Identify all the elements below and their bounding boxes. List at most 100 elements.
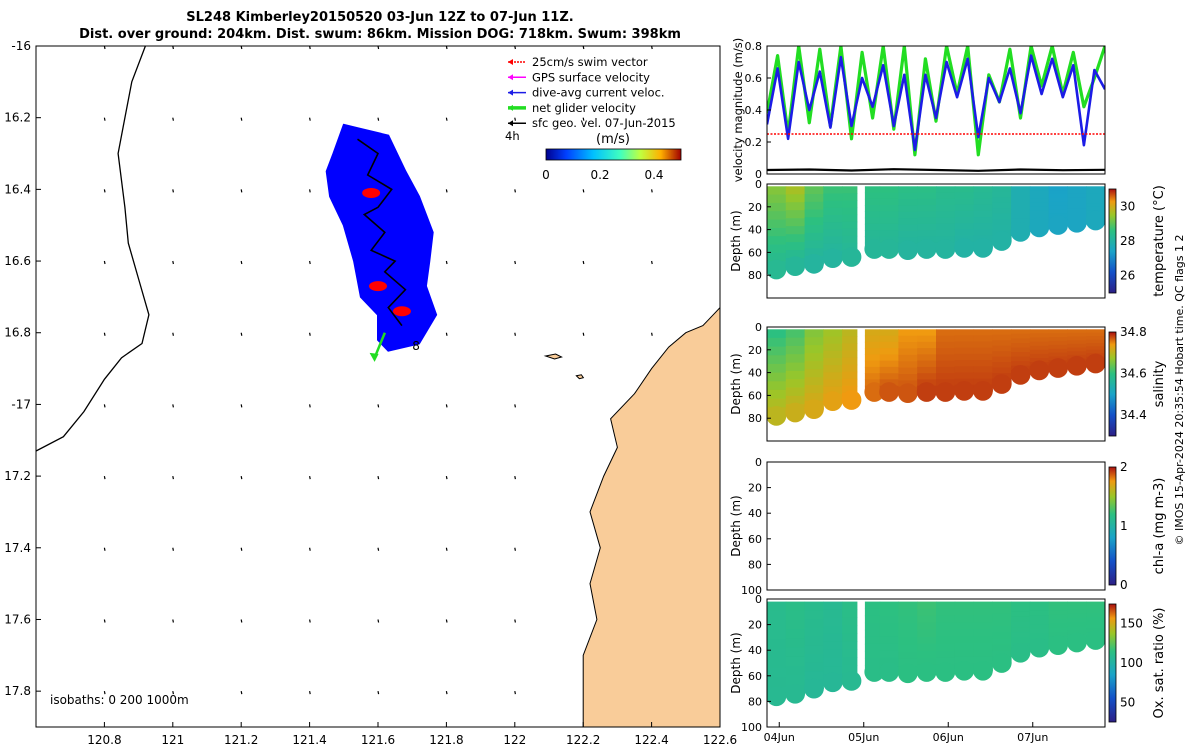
net-velocity-arrowhead <box>369 352 379 362</box>
section-cell <box>785 387 806 397</box>
section-colorbar-tick-label: 50 <box>1120 695 1135 709</box>
section-colorbar <box>1108 331 1117 437</box>
section-cell <box>804 345 824 354</box>
section-cell <box>1086 336 1106 341</box>
section-cell <box>1011 627 1031 633</box>
section-cell <box>917 629 937 638</box>
section-cell <box>767 658 787 669</box>
section-panel-temperature: 0 20 40 60 80 Depth (m) 26 28 30 temperature (°C) <box>729 178 1167 299</box>
section-cell <box>842 371 858 380</box>
section-cell <box>804 361 824 370</box>
map-ytick-label: 16.6 <box>4 254 31 268</box>
section-cell <box>973 636 993 644</box>
section-cell <box>1067 347 1087 352</box>
section-cell <box>804 337 824 346</box>
section-cell <box>1029 215 1050 220</box>
section-cell-edge <box>935 662 956 682</box>
section-cell <box>842 343 858 352</box>
section-panel-salinity: 0 20 40 60 80 Depth (m) 34.4 34.6 34.8 salinity <box>729 321 1167 442</box>
hotspot <box>362 187 381 198</box>
section-cell <box>973 198 993 206</box>
section-ytick-label: 60 <box>748 533 762 546</box>
section-cell <box>842 228 858 237</box>
isobaths-label: isobaths: 0 200 1000m <box>50 693 189 707</box>
legend-arrowhead-dive_avg <box>508 89 513 96</box>
section-cell <box>864 373 881 381</box>
geo-vector <box>172 404 174 408</box>
section-cell <box>804 225 824 234</box>
section-cell <box>804 329 824 338</box>
legend-arrowhead-net <box>508 104 513 111</box>
section-cell <box>1029 337 1050 343</box>
section-cell <box>898 186 918 194</box>
section-cell <box>879 650 899 659</box>
section-cell <box>917 622 937 631</box>
section-cell <box>1067 204 1087 209</box>
section-cell <box>973 329 993 337</box>
section-cell <box>767 346 787 356</box>
geo-vector <box>582 117 585 121</box>
geo-vector <box>514 260 516 265</box>
section-cell-edge <box>1029 360 1050 381</box>
section-cell <box>954 643 975 651</box>
section-cell <box>1067 189 1087 195</box>
section-cell <box>785 362 806 372</box>
section-cell <box>1011 333 1031 339</box>
geo-vector <box>514 117 516 121</box>
section-cell-edge <box>935 239 956 259</box>
section-cell <box>936 650 956 659</box>
section-cell <box>954 360 975 367</box>
geo-vector <box>651 332 653 336</box>
section-cell <box>936 198 956 206</box>
section-colorbar-label: Ox. sat. ratio (%) <box>1152 608 1167 719</box>
section-cell <box>1029 333 1050 339</box>
section-cell <box>842 601 858 611</box>
section-cell <box>823 658 843 667</box>
section-cell <box>954 601 975 610</box>
section-cell <box>864 360 881 368</box>
geo-vector <box>445 691 448 695</box>
geo-vector <box>445 117 448 121</box>
section-cell <box>1011 352 1031 358</box>
section-cell <box>1048 340 1068 346</box>
section-cell <box>1048 605 1068 611</box>
section-ytick-label: 20 <box>748 619 762 632</box>
section-cell <box>954 347 975 355</box>
section-ytick-label: 0 <box>755 321 762 334</box>
section-cell <box>864 615 881 624</box>
section-colorbar-tick-label: 28 <box>1120 234 1135 248</box>
section-cell-edge <box>1029 217 1050 238</box>
section-cell <box>898 199 918 206</box>
section-cell <box>936 643 956 652</box>
section-cell <box>1086 609 1106 614</box>
section-cell <box>936 217 956 225</box>
section-cell-edge <box>1010 221 1031 242</box>
section-cell-edge <box>1010 364 1031 385</box>
geo-vector <box>514 189 516 193</box>
section-cell <box>1011 361 1031 367</box>
section-cell <box>936 601 956 610</box>
geo-vector <box>172 691 174 695</box>
geo-vector <box>309 404 311 408</box>
section-cell <box>992 356 1012 363</box>
section-cell <box>1011 186 1031 192</box>
section-cell <box>1086 343 1106 347</box>
section-cell <box>954 335 975 343</box>
section-cell <box>864 329 881 337</box>
section-cell <box>879 615 899 624</box>
section-cell <box>823 236 843 245</box>
section-cell <box>1029 358 1050 363</box>
section-colorbar-tick-label: 0 <box>1120 578 1128 592</box>
geo-vector <box>309 332 311 336</box>
geo-vector <box>172 189 174 193</box>
section-cell <box>823 350 843 359</box>
geo-vector <box>514 404 516 408</box>
section-cell-edge <box>973 660 993 681</box>
geo-vector <box>172 117 174 121</box>
section-cell <box>804 645 824 655</box>
section-cell <box>917 650 937 659</box>
section-cell <box>917 217 937 225</box>
section-cell <box>864 186 881 194</box>
section-ytick-label: 80 <box>748 412 762 425</box>
